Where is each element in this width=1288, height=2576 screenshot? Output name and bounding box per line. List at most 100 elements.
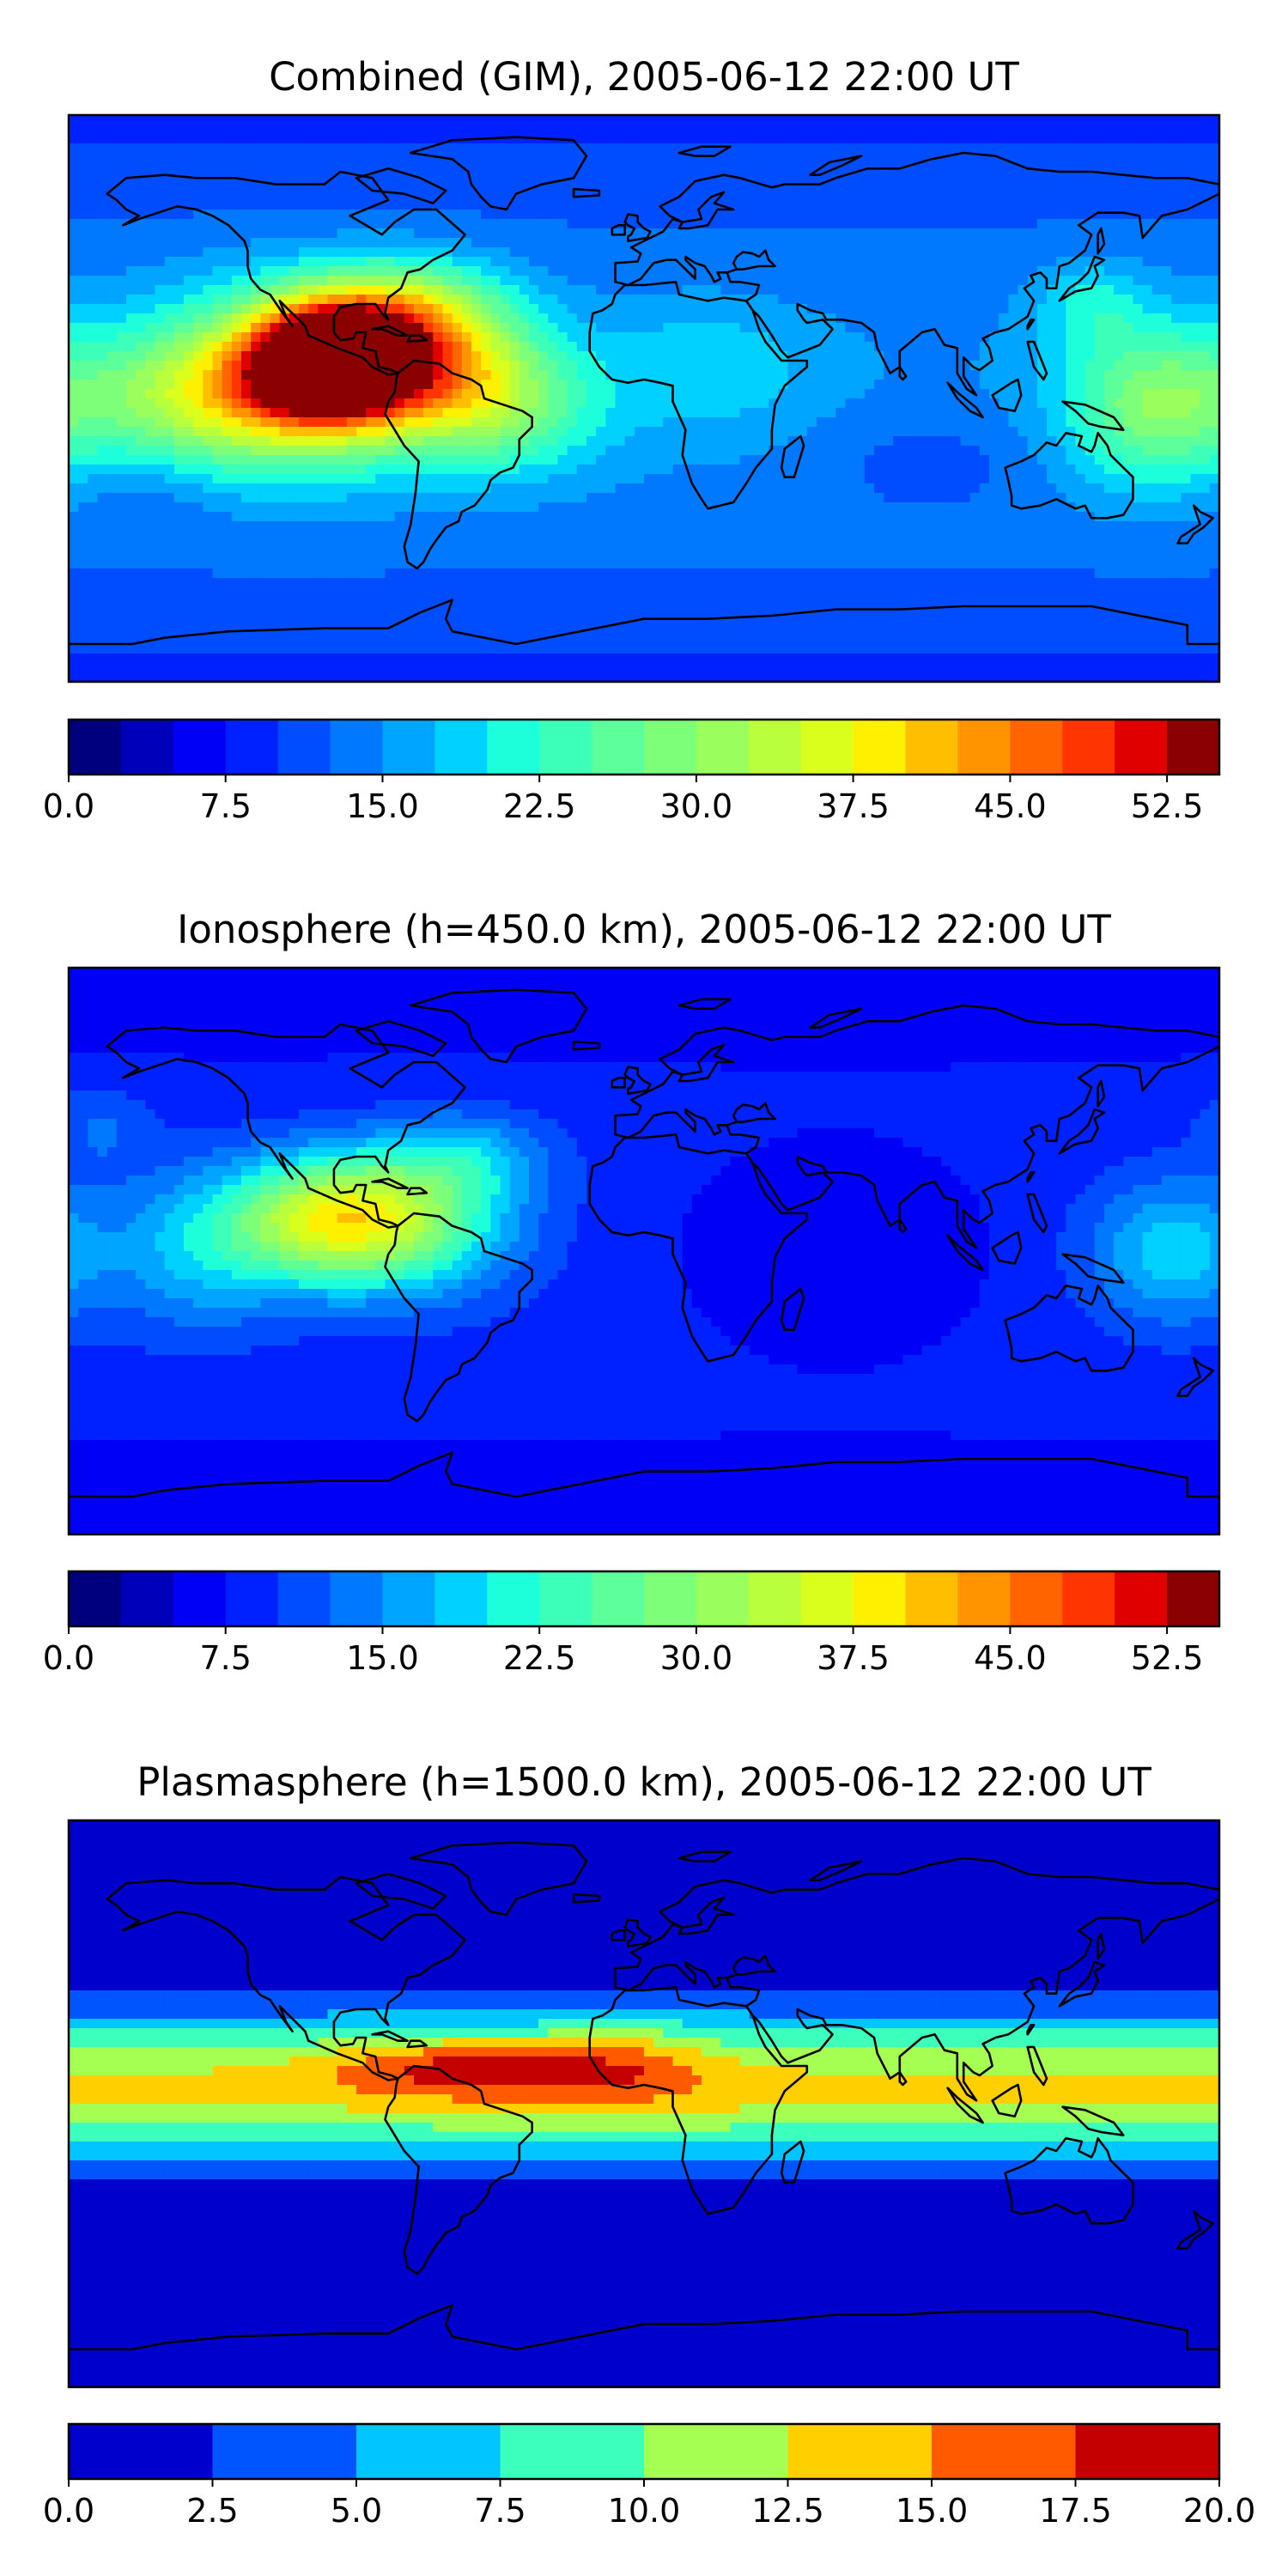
field-cell (404, 143, 415, 154)
field-cell (1123, 247, 1134, 258)
field-cell (116, 502, 127, 513)
field-cell (548, 247, 559, 258)
field-cell (1171, 304, 1182, 314)
field-cell (1047, 191, 1057, 201)
field-cell (912, 115, 923, 125)
field-cell (1066, 153, 1077, 163)
field-cell (749, 295, 760, 305)
field-cell (184, 342, 194, 352)
field-cell (173, 380, 185, 390)
field-cell (529, 332, 539, 343)
field-cell (1018, 238, 1029, 248)
field-cell (490, 332, 501, 343)
field-cell (797, 493, 808, 503)
field-cell (893, 474, 904, 484)
field-cell (452, 276, 463, 286)
field-cell (538, 295, 549, 305)
field-cell (951, 465, 962, 475)
field-cell (912, 181, 923, 191)
field-cell (912, 219, 923, 229)
field-cell (212, 323, 223, 333)
field-cell (222, 361, 233, 371)
field-cell (1056, 181, 1066, 191)
field-cell (884, 483, 894, 494)
field-cell (193, 191, 204, 201)
field-cell (739, 351, 750, 361)
field-cell (960, 115, 971, 125)
field-cell (529, 210, 539, 220)
field-cell (702, 219, 712, 229)
field-cell (490, 342, 501, 352)
field-cell (567, 125, 578, 135)
field-cell (500, 115, 511, 125)
field-cell (739, 181, 750, 191)
field-cell (615, 427, 626, 437)
field-cell (136, 417, 146, 428)
field-cell (759, 493, 769, 503)
field-cell (193, 398, 204, 409)
field-cell (346, 446, 357, 456)
field-cell (1094, 389, 1105, 399)
field-cell (1162, 143, 1172, 154)
field-cell (787, 125, 799, 135)
field-cell (500, 323, 511, 333)
field-cell (106, 247, 118, 258)
field-cell (231, 502, 242, 513)
field-cell (1151, 304, 1163, 314)
field-cell (337, 295, 348, 305)
field-cell (164, 276, 175, 286)
field-cell (145, 313, 156, 324)
field-cell (193, 134, 204, 144)
field-cell (759, 361, 769, 371)
field-cell (461, 446, 472, 456)
field-cell (299, 134, 309, 144)
field-cell (874, 408, 884, 418)
field-cell (1075, 266, 1086, 276)
field-cell (1036, 162, 1048, 173)
field-cell (289, 370, 300, 380)
field-cell (951, 257, 962, 267)
field-cell (500, 200, 511, 210)
field-cell (845, 351, 856, 361)
field-cell (739, 370, 750, 380)
field-cell (749, 134, 760, 144)
field-cell (212, 342, 223, 352)
field-cell (1123, 398, 1134, 409)
field-cell (1008, 266, 1019, 276)
field-cell (634, 332, 645, 343)
field-cell (999, 351, 1009, 361)
field-cell (806, 361, 817, 371)
field-cell (932, 143, 942, 154)
field-cell (1200, 172, 1211, 182)
field-cell (1008, 276, 1019, 286)
field-cell (1181, 172, 1192, 182)
field-cell (337, 474, 348, 484)
field-cell (500, 134, 511, 144)
field-cell (999, 172, 1009, 182)
field-cell (260, 351, 271, 361)
field-cell (212, 181, 223, 191)
field-cell (921, 257, 933, 267)
field-cell (471, 313, 482, 324)
field-cell (787, 465, 799, 475)
field-cell (691, 323, 702, 333)
field-cell (624, 408, 635, 418)
field-cell (989, 474, 999, 484)
field-cell (145, 304, 156, 314)
field-cell (106, 125, 118, 135)
field-cell (1133, 266, 1144, 276)
field-cell (404, 181, 415, 191)
field-cell (797, 465, 808, 475)
field-cell (989, 323, 999, 333)
field-cell (337, 200, 348, 210)
field-cell (299, 228, 309, 239)
field-cell (1181, 143, 1192, 154)
field-cell (538, 162, 549, 173)
field-cell (1027, 465, 1038, 475)
field-cell (366, 474, 376, 484)
field-cell (241, 191, 252, 201)
field-cell (941, 351, 951, 361)
field-cell (884, 370, 894, 380)
field-cell (433, 465, 444, 475)
field-cell (720, 408, 732, 418)
